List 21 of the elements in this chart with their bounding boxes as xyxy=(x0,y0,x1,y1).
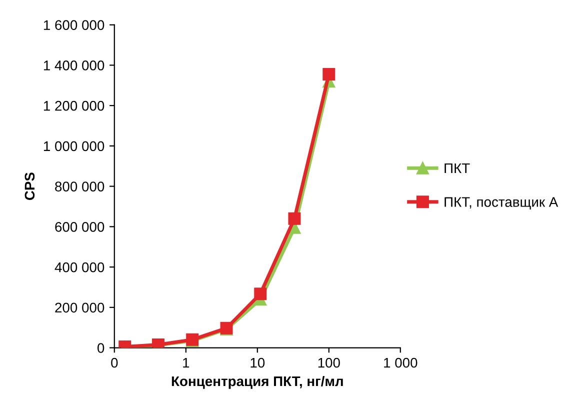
x-tick-label: 10 xyxy=(250,358,265,368)
y-tick-label: 1 600 000 xyxy=(44,20,104,30)
y-tick-label: 1 400 000 xyxy=(44,60,104,70)
point xyxy=(322,68,336,81)
y-tick-label: 400 000 xyxy=(54,262,104,272)
y-axis-title: CPS xyxy=(24,172,35,200)
x-tick-label: 0 xyxy=(111,358,118,368)
x-tick-label: 1 000 xyxy=(384,358,418,368)
point xyxy=(254,288,267,300)
y-tick-label: 800 000 xyxy=(55,182,104,192)
y-tick-label: 0 xyxy=(97,343,104,353)
y-tick-label: 1 200 000 xyxy=(44,100,104,111)
x-axis-title: Концентрация ПКТ, нг/мл xyxy=(172,376,343,389)
x-tick-label: 100 xyxy=(318,358,340,368)
legend-label: ПКТ xyxy=(444,163,470,173)
y-tick-label: 200 000 xyxy=(55,302,104,313)
legend-label: ПКТ, поставщик А xyxy=(444,197,558,210)
y-tick-label: 1 000 000 xyxy=(44,141,104,152)
point xyxy=(288,212,301,225)
x-tick-label: 1 xyxy=(183,358,190,368)
y-tick-label: 600 000 xyxy=(55,222,104,232)
